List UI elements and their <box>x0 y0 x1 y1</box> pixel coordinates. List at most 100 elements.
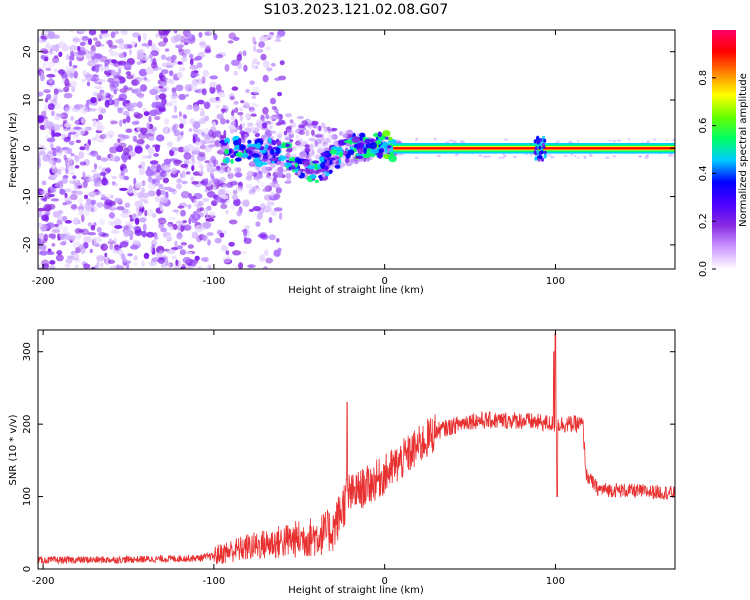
noise-blob <box>114 197 123 204</box>
noise-blob <box>187 244 194 249</box>
noise-blob <box>244 113 251 119</box>
noise-blob <box>230 116 237 121</box>
noise-blob <box>118 54 125 59</box>
noise-blob <box>81 214 85 223</box>
noise-blob <box>179 123 184 129</box>
figure-title: S103.2023.121.02.08.G07 <box>264 2 449 18</box>
noise-blob <box>279 60 285 66</box>
noise-blob <box>583 155 586 158</box>
noise-blob <box>125 221 133 226</box>
noise-blob <box>182 256 192 264</box>
noise-blob <box>307 119 313 124</box>
noise-blob <box>176 232 183 240</box>
noise-blob <box>234 107 239 114</box>
noise-blob <box>576 140 580 143</box>
noise-blob <box>72 37 82 43</box>
noise-blob <box>222 229 227 235</box>
noise-blob <box>134 113 143 119</box>
noise-blob <box>236 53 242 62</box>
noise-blob <box>151 126 158 132</box>
noise-blob <box>612 155 617 158</box>
noise-blob <box>188 218 192 225</box>
noise-blob <box>117 134 125 138</box>
noise-blob <box>211 168 220 172</box>
noise-blob <box>129 214 133 218</box>
noise-blob <box>318 125 322 132</box>
signal-blob <box>333 159 337 163</box>
noise-blob <box>38 142 42 147</box>
signal-blob <box>344 139 353 144</box>
noise-blob <box>261 134 270 142</box>
noise-blob <box>155 134 165 142</box>
noise-blob <box>341 162 348 167</box>
noise-blob <box>109 146 118 154</box>
noise-blob <box>74 165 80 169</box>
noise-blob <box>154 101 163 107</box>
noise-blob <box>61 133 66 140</box>
noise-blob <box>589 154 593 158</box>
noise-blob <box>169 70 174 77</box>
noise-blob <box>142 107 147 113</box>
noise-blob <box>259 254 266 262</box>
noise-blob <box>115 39 124 44</box>
noise-blob <box>164 126 169 134</box>
noise-blob <box>305 129 310 137</box>
noise-blob <box>116 206 125 211</box>
noise-blob <box>81 36 89 41</box>
noise-blob <box>72 220 79 224</box>
signal-blob <box>314 179 319 184</box>
noise-blob <box>201 234 209 242</box>
noise-blob <box>47 51 55 55</box>
noise-blob <box>143 252 150 259</box>
signal-blob <box>302 160 311 167</box>
noise-blob <box>272 171 279 178</box>
noise-blob <box>180 209 186 217</box>
noise-blob <box>93 163 98 170</box>
noise-blob <box>269 130 277 134</box>
noise-blob <box>111 182 118 187</box>
noise-blob <box>233 198 241 207</box>
noise-blob <box>206 232 214 236</box>
noise-blob <box>134 181 143 189</box>
noise-blob <box>638 155 642 158</box>
signal-blob <box>329 169 333 174</box>
noise-blob <box>672 138 675 141</box>
noise-blob <box>157 257 166 264</box>
noise-blob <box>178 116 182 122</box>
noise-blob <box>216 113 224 120</box>
noise-blob <box>123 225 130 231</box>
signal-blob <box>329 149 338 155</box>
noise-blob <box>304 146 311 153</box>
noise-blob <box>87 38 93 46</box>
noise-blob <box>236 185 244 192</box>
noise-blob <box>96 180 103 187</box>
noise-blob <box>96 202 104 208</box>
noise-blob <box>252 103 260 108</box>
noise-blob <box>557 140 560 143</box>
noise-blob <box>85 53 92 60</box>
noise-blob <box>106 73 111 78</box>
noise-blob <box>110 229 120 234</box>
noise-blob <box>189 64 199 70</box>
noise-blob <box>281 169 288 173</box>
noise-blob <box>118 42 127 50</box>
noise-blob <box>64 220 72 224</box>
noise-blob <box>74 264 79 269</box>
noise-blob <box>171 255 177 260</box>
noise-blob <box>108 212 116 219</box>
noise-blob <box>61 215 68 222</box>
noise-blob <box>93 236 103 243</box>
noise-blob <box>252 206 262 212</box>
noise-blob <box>55 145 61 153</box>
signal-blob <box>534 146 538 151</box>
noise-blob <box>220 108 227 112</box>
noise-blob <box>160 171 167 178</box>
noise-blob <box>106 193 110 201</box>
noise-blob <box>86 81 91 87</box>
noise-blob <box>227 40 234 44</box>
signal-blob <box>256 142 261 149</box>
noise-blob <box>64 78 70 87</box>
noise-blob <box>252 130 257 134</box>
carrier-band <box>393 147 675 150</box>
noise-blob <box>133 88 142 95</box>
